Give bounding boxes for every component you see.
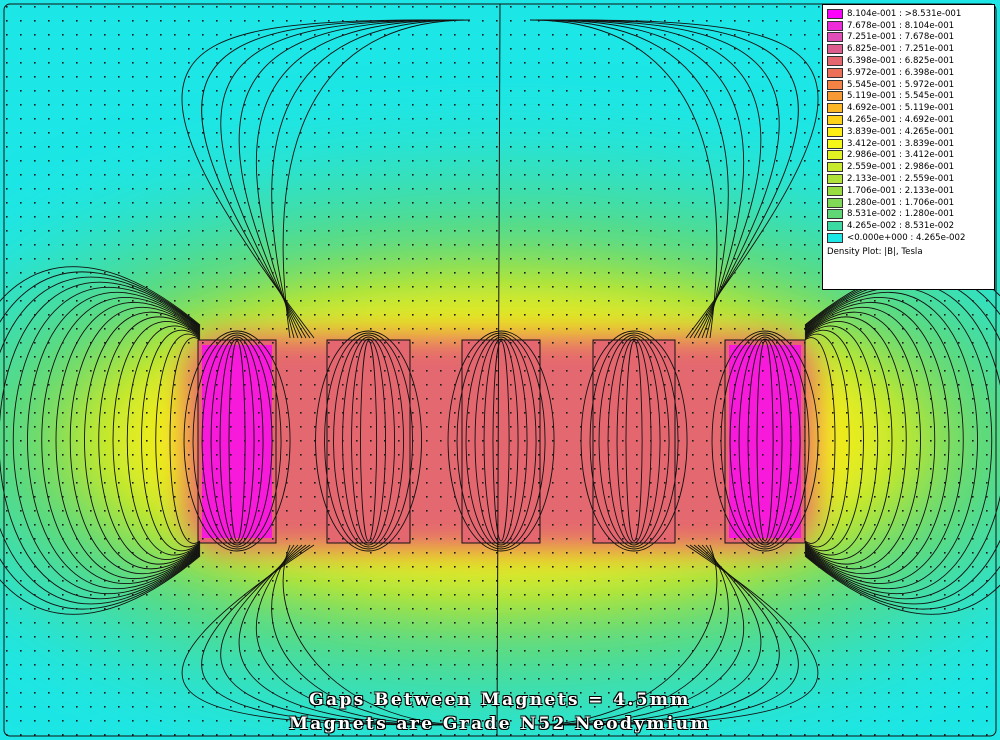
legend-swatch xyxy=(827,197,843,208)
legend-label: 8.104e-001 : >8.531e-001 xyxy=(847,8,962,19)
legend-entry: <0.000e+000 : 4.265e-002 xyxy=(827,232,991,244)
legend-label: 2.133e-001 : 2.559e-001 xyxy=(847,174,955,185)
legend-label: 1.706e-001 : 2.133e-001 xyxy=(847,185,955,196)
legend-label: 2.559e-001 : 2.986e-001 xyxy=(847,162,955,173)
legend-label: 7.251e-001 : 7.678e-001 xyxy=(847,32,955,43)
legend-label: 1.280e-001 : 1.706e-001 xyxy=(847,197,955,208)
legend-label: 3.412e-001 : 3.839e-001 xyxy=(847,138,955,149)
legend-swatch xyxy=(827,233,843,244)
legend-swatch xyxy=(827,185,843,196)
legend-label: 5.119e-001 : 5.545e-001 xyxy=(847,91,955,102)
legend-swatch xyxy=(827,67,843,78)
legend-panel: 8.104e-001 : >8.531e-001 7.678e-001 : 8.1… xyxy=(822,4,995,290)
legend-swatch xyxy=(827,115,843,126)
legend-entry: 4.265e-002 : 8.531e-002 xyxy=(827,220,991,232)
legend-swatch xyxy=(827,79,843,90)
legend-swatch xyxy=(827,44,843,55)
legend-entry: 5.972e-001 : 6.398e-001 xyxy=(827,67,991,79)
legend-swatch xyxy=(827,138,843,149)
symmetry-line xyxy=(496,3,501,737)
legend-entry: 3.412e-001 : 3.839e-001 xyxy=(827,138,991,150)
legend-swatch xyxy=(827,32,843,43)
legend-label: 4.692e-001 : 5.119e-001 xyxy=(847,103,955,114)
legend-label: 7.678e-001 : 8.104e-001 xyxy=(847,20,955,31)
legend-entry: 7.678e-001 : 8.104e-001 xyxy=(827,20,991,32)
legend-label: 5.545e-001 : 5.972e-001 xyxy=(847,79,955,90)
legend-entry: 1.706e-001 : 2.133e-001 xyxy=(827,185,991,197)
legend-entry: 5.545e-001 : 5.972e-001 xyxy=(827,79,991,91)
legend-label: 2.986e-001 : 3.412e-001 xyxy=(847,150,955,161)
legend-entry: 6.398e-001 : 6.825e-001 xyxy=(827,55,991,67)
legend-label: 4.265e-002 : 8.531e-002 xyxy=(847,221,955,232)
legend-label: 8.531e-002 : 1.280e-001 xyxy=(847,209,955,220)
legend-entry: 7.251e-001 : 7.678e-001 xyxy=(827,32,991,44)
legend-entry: 4.265e-001 : 4.692e-001 xyxy=(827,114,991,126)
legend-title: Density Plot: |B|, Tesla xyxy=(827,246,923,257)
legend-swatch xyxy=(827,91,843,102)
legend-entry: 4.692e-001 : 5.119e-001 xyxy=(827,102,991,114)
caption-line-2: Magnets are Grade N52 Neodymium xyxy=(289,714,711,734)
legend-label: 3.839e-001 : 4.265e-001 xyxy=(847,126,955,137)
legend-entry: 8.104e-001 : >8.531e-001 xyxy=(827,8,991,20)
legend-swatch xyxy=(827,103,843,114)
legend-entry: 8.531e-002 : 1.280e-001 xyxy=(827,209,991,221)
legend-label: <0.000e+000 : 4.265e-002 xyxy=(847,233,966,244)
legend-entry: 6.825e-001 : 7.251e-001 xyxy=(827,43,991,55)
legend-swatch xyxy=(827,8,843,19)
legend-entry: 3.839e-001 : 4.265e-001 xyxy=(827,126,991,138)
legend-label: 5.972e-001 : 6.398e-001 xyxy=(847,67,955,78)
legend-entry: 1.280e-001 : 1.706e-001 xyxy=(827,197,991,209)
legend-swatch xyxy=(827,20,843,31)
legend-entries: 8.104e-001 : >8.531e-001 7.678e-001 : 8.1… xyxy=(827,8,991,244)
legend-entry: 2.133e-001 : 2.559e-001 xyxy=(827,173,991,185)
legend-label: 6.398e-001 : 6.825e-001 xyxy=(847,56,955,67)
legend-swatch xyxy=(827,162,843,173)
legend-swatch xyxy=(827,126,843,137)
legend-entry: 5.119e-001 : 5.545e-001 xyxy=(827,91,991,103)
legend-swatch xyxy=(827,221,843,232)
legend-swatch xyxy=(827,174,843,185)
legend-label: 4.265e-001 : 4.692e-001 xyxy=(847,115,955,126)
legend-entry: 2.559e-001 : 2.986e-001 xyxy=(827,161,991,173)
legend-entry: 2.986e-001 : 3.412e-001 xyxy=(827,150,991,162)
legend-label: 6.825e-001 : 7.251e-001 xyxy=(847,44,955,55)
legend-swatch xyxy=(827,150,843,161)
legend-swatch xyxy=(827,56,843,67)
legend-swatch xyxy=(827,209,843,220)
caption-line-1: Gaps Between Magnets = 4.5mm xyxy=(309,690,691,710)
